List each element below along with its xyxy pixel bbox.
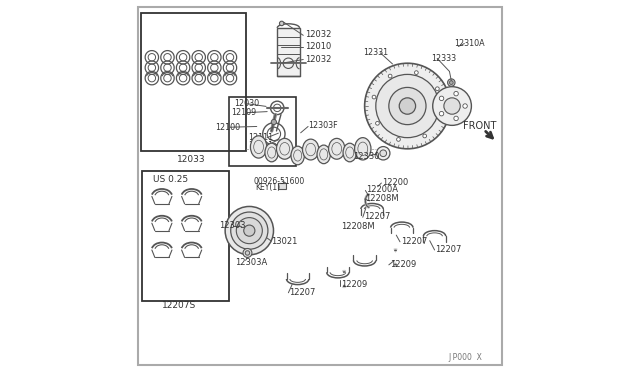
Circle shape — [436, 87, 439, 91]
Ellipse shape — [265, 143, 278, 162]
Text: FRONT: FRONT — [463, 121, 497, 131]
Text: 12330: 12330 — [353, 153, 380, 161]
Circle shape — [225, 206, 273, 255]
Circle shape — [454, 92, 458, 96]
Text: US 0.25: US 0.25 — [154, 175, 188, 184]
Text: 12207S: 12207S — [163, 301, 196, 310]
Text: 12207: 12207 — [289, 288, 316, 296]
Circle shape — [231, 212, 268, 249]
Ellipse shape — [380, 110, 390, 117]
Circle shape — [433, 87, 472, 125]
Circle shape — [271, 143, 276, 148]
Text: 12033: 12033 — [177, 155, 206, 164]
Circle shape — [243, 248, 252, 257]
Circle shape — [439, 96, 444, 100]
Text: 12209: 12209 — [390, 260, 416, 269]
Bar — [277, 28, 300, 76]
Circle shape — [388, 74, 392, 78]
Circle shape — [454, 116, 458, 121]
Text: J P000  X: J P000 X — [448, 353, 482, 362]
Text: 12303A: 12303A — [235, 258, 268, 267]
Text: 12208M: 12208M — [365, 194, 399, 203]
Text: 12200A: 12200A — [367, 185, 399, 194]
Circle shape — [397, 138, 401, 141]
Bar — [142, 171, 229, 301]
Text: 12209: 12209 — [342, 280, 368, 289]
Circle shape — [376, 121, 380, 125]
Text: 12333: 12333 — [431, 54, 457, 63]
Circle shape — [376, 147, 390, 160]
Text: 12032: 12032 — [305, 55, 332, 64]
Bar — [141, 13, 246, 151]
Circle shape — [372, 95, 376, 99]
Ellipse shape — [413, 79, 421, 89]
Text: KEY(1): KEY(1) — [255, 183, 280, 192]
Ellipse shape — [317, 145, 330, 164]
Circle shape — [447, 79, 455, 86]
Bar — [229, 97, 296, 166]
Ellipse shape — [401, 125, 408, 135]
Text: 12109: 12109 — [232, 108, 257, 117]
Ellipse shape — [276, 138, 293, 159]
Text: 12208M: 12208M — [342, 222, 375, 231]
Circle shape — [439, 113, 443, 117]
Text: 12010: 12010 — [305, 42, 332, 51]
Ellipse shape — [250, 136, 267, 158]
Circle shape — [280, 21, 284, 26]
Text: 12200: 12200 — [383, 178, 409, 187]
Text: 12207: 12207 — [435, 245, 461, 254]
Ellipse shape — [424, 114, 433, 122]
Text: 12030: 12030 — [234, 99, 259, 108]
Circle shape — [245, 251, 250, 255]
Bar — [278, 183, 286, 189]
Text: 12310A: 12310A — [454, 39, 484, 48]
Circle shape — [449, 81, 453, 84]
Text: 12331: 12331 — [364, 48, 388, 57]
Circle shape — [463, 104, 467, 108]
Circle shape — [271, 119, 276, 125]
Text: 12111: 12111 — [248, 133, 274, 142]
Ellipse shape — [387, 84, 396, 93]
Circle shape — [244, 225, 255, 236]
Circle shape — [399, 98, 415, 114]
Circle shape — [376, 74, 439, 138]
Circle shape — [439, 112, 444, 116]
Ellipse shape — [291, 146, 305, 165]
Circle shape — [380, 150, 387, 157]
Ellipse shape — [303, 139, 319, 160]
Circle shape — [415, 71, 418, 74]
Ellipse shape — [328, 138, 345, 159]
Circle shape — [365, 63, 450, 149]
Text: 00926-51600: 00926-51600 — [253, 177, 304, 186]
Bar — [248, 221, 250, 225]
Text: 12303F: 12303F — [308, 121, 338, 130]
Text: 12100: 12100 — [215, 123, 240, 132]
Text: 12032: 12032 — [305, 30, 332, 39]
Circle shape — [423, 134, 427, 138]
Ellipse shape — [343, 143, 356, 162]
Text: 12303: 12303 — [220, 221, 246, 230]
Circle shape — [389, 87, 426, 125]
Circle shape — [444, 98, 460, 114]
Text: 13021: 13021 — [271, 237, 298, 246]
Circle shape — [236, 218, 262, 244]
Text: 12207: 12207 — [364, 212, 390, 221]
Ellipse shape — [355, 138, 371, 160]
Text: 12207: 12207 — [401, 237, 428, 246]
Ellipse shape — [426, 103, 437, 109]
Text: 12111: 12111 — [248, 141, 274, 150]
